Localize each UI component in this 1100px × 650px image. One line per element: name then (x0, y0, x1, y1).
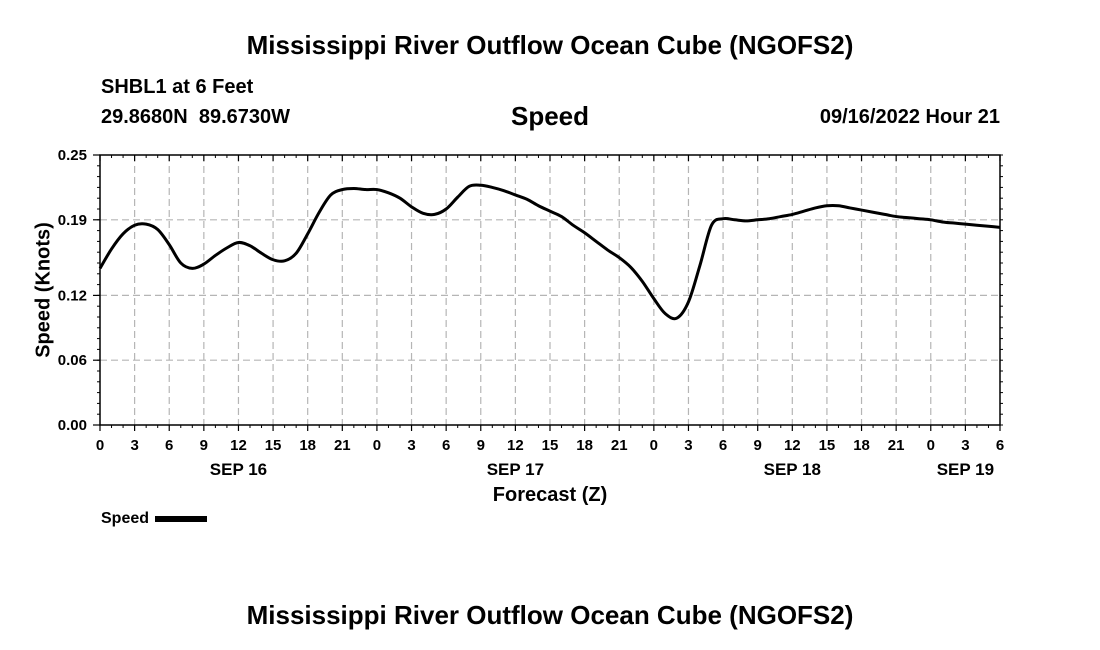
station-coordinates: 29.8680N 89.6730W (101, 106, 291, 128)
station-label: SHBL1 at 6 Feet (101, 76, 254, 98)
x-tick-label: 21 (334, 437, 351, 454)
x-tick-label: 9 (754, 437, 762, 454)
y-tick-label: 0.12 (58, 287, 87, 304)
x-tick-label: 0 (96, 437, 104, 454)
x-tick-label: 6 (719, 437, 727, 454)
date-label: SEP 18 (764, 460, 821, 479)
y-axis-label: Speed (Knots) (32, 222, 54, 358)
x-tick-label: 9 (477, 437, 485, 454)
x-tick-label: 6 (996, 437, 1004, 454)
x-axis-label: Forecast (Z) (493, 484, 607, 506)
x-tick-label: 6 (442, 437, 450, 454)
x-tick-label: 15 (819, 437, 836, 454)
legend: Speed (101, 510, 208, 528)
speed-series-line (98, 183, 1001, 321)
y-tick-label: 0.25 (58, 147, 87, 164)
x-tick-label: 0 (650, 437, 658, 454)
x-tick-label: 21 (611, 437, 628, 454)
legend-label: Speed (101, 510, 150, 527)
x-tick-label: 12 (507, 437, 524, 454)
grid-layer (100, 155, 1000, 425)
date-label: SEP 16 (210, 460, 267, 479)
x-tick-label: 15 (265, 437, 282, 454)
y-tick-label: 0.06 (58, 352, 87, 369)
x-tick-label: 0 (927, 437, 935, 454)
x-tick-label: 6 (165, 437, 173, 454)
x-tick-label: 3 (407, 437, 415, 454)
x-tick-label: 18 (853, 437, 870, 454)
x-tick-label: 15 (542, 437, 559, 454)
x-tick-label: 12 (230, 437, 247, 454)
x-tick-label: 3 (961, 437, 969, 454)
date-label: SEP 17 (487, 460, 544, 479)
y-tick-label: 0.00 (58, 417, 87, 434)
y-tick-label: 0.19 (58, 212, 87, 229)
plot-name: Speed (510, 101, 590, 131)
legend-line-swatch (155, 516, 208, 522)
x-tick-label: 3 (684, 437, 692, 454)
footer-title: Mississippi River Outflow Ocean Cube (NG… (246, 600, 854, 630)
x-tick-label: 9 (200, 437, 208, 454)
x-tick-label: 18 (576, 437, 593, 454)
chart-title: Mississippi River Outflow Ocean Cube (NG… (246, 30, 854, 60)
x-tick-label: 3 (130, 437, 138, 454)
x-tick-label: 21 (888, 437, 905, 454)
forecast-datetime: 09/16/2022 Hour 21 (819, 106, 1000, 128)
ticks-layer: 0 3 6 9 12 15 18 21 0 3 6 9 12 15 18 21 0 3 6 9 12 15 18 21 0 3 6 0… (58, 147, 1004, 479)
x-tick-label: 0 (373, 437, 381, 454)
x-tick-label: 12 (784, 437, 801, 454)
series-layer (98, 183, 1001, 321)
x-tick-label: 18 (299, 437, 316, 454)
date-label: SEP 19 (937, 460, 994, 479)
